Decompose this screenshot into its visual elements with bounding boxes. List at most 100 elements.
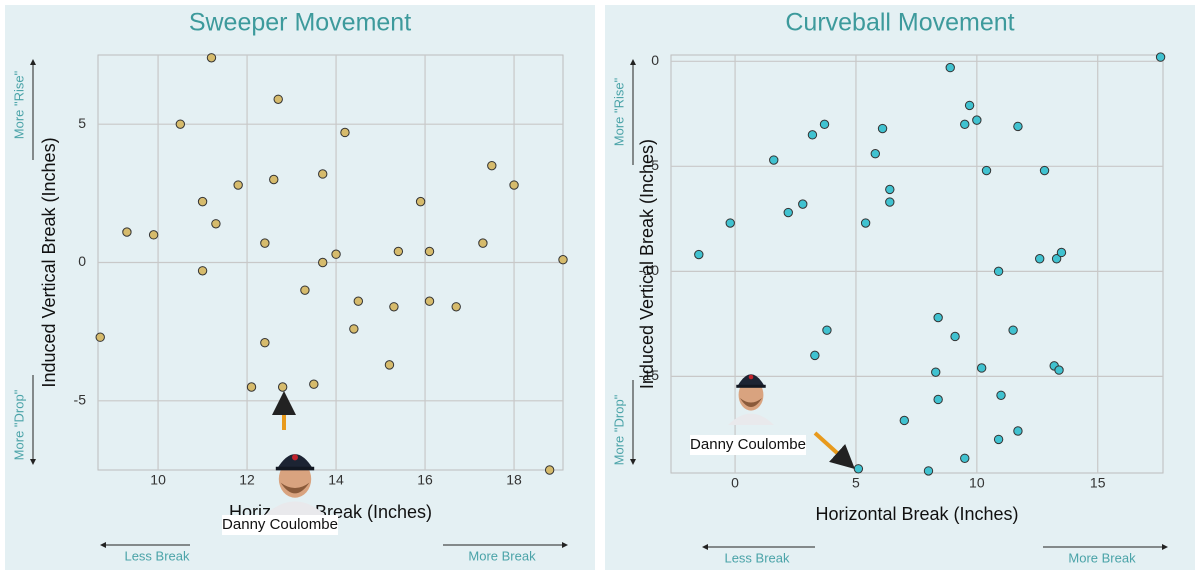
point bbox=[424, 296, 435, 306]
point bbox=[933, 312, 943, 323]
rise-label: More "Rise" bbox=[611, 77, 626, 146]
point bbox=[976, 363, 987, 373]
rise-label: More "Rise" bbox=[11, 70, 26, 139]
point bbox=[487, 160, 497, 171]
point bbox=[309, 379, 319, 389]
photo-cap-brim bbox=[736, 384, 766, 388]
point bbox=[860, 218, 871, 228]
point bbox=[273, 94, 283, 104]
drop-label: More "Drop" bbox=[11, 389, 26, 460]
x-tick-label: 12 bbox=[239, 472, 255, 488]
x-tick-label: 15 bbox=[1090, 475, 1106, 491]
point bbox=[1155, 52, 1166, 62]
point bbox=[260, 338, 270, 348]
point bbox=[798, 199, 808, 209]
point bbox=[885, 197, 895, 207]
chart-title: Sweeper Movement bbox=[189, 9, 411, 37]
y-tick-label: -15 bbox=[639, 367, 659, 383]
x-axis-label: Horizontal Break (Inches) bbox=[815, 504, 1018, 524]
point bbox=[95, 332, 105, 342]
chart-title: Curveball Movement bbox=[785, 9, 1014, 37]
point bbox=[1039, 165, 1050, 176]
panel-background bbox=[605, 5, 1195, 570]
plot-area bbox=[670, 54, 1164, 474]
point bbox=[478, 238, 488, 248]
point bbox=[931, 367, 941, 377]
point bbox=[853, 464, 864, 474]
point bbox=[1008, 325, 1018, 335]
point bbox=[122, 227, 132, 237]
y-tick-label: -5 bbox=[647, 157, 660, 173]
point bbox=[981, 165, 992, 176]
point bbox=[384, 360, 395, 370]
point bbox=[996, 390, 1006, 400]
point bbox=[993, 266, 1004, 277]
point bbox=[964, 100, 975, 111]
point bbox=[424, 246, 435, 257]
point bbox=[197, 196, 208, 207]
point bbox=[349, 324, 359, 334]
point bbox=[260, 238, 270, 248]
point bbox=[340, 127, 350, 138]
x-tick-label: 10 bbox=[969, 475, 985, 491]
point bbox=[246, 382, 257, 392]
point bbox=[899, 415, 910, 426]
point bbox=[558, 255, 568, 265]
point bbox=[1034, 254, 1045, 264]
point bbox=[277, 382, 288, 392]
point bbox=[1013, 121, 1023, 132]
point bbox=[300, 285, 310, 295]
point bbox=[950, 331, 960, 342]
photo-shirt bbox=[265, 501, 325, 515]
point bbox=[694, 249, 704, 260]
y-tick-label: -10 bbox=[639, 262, 659, 278]
x-tick-label: 16 bbox=[417, 472, 433, 488]
x-tick-label: 0 bbox=[731, 475, 739, 491]
chart-panel: 0 5 10 15 -15 -10 -5 0 Curveball Movement Horizon… bbox=[605, 5, 1195, 570]
player-label: Danny Coulombe bbox=[690, 436, 806, 453]
point bbox=[148, 230, 159, 240]
player-label-bg bbox=[222, 515, 338, 535]
point bbox=[393, 246, 404, 257]
point bbox=[783, 207, 793, 218]
point bbox=[1056, 247, 1067, 258]
point bbox=[822, 325, 832, 335]
player-photo bbox=[728, 374, 774, 425]
point bbox=[923, 466, 934, 476]
point bbox=[1051, 254, 1062, 264]
point bbox=[769, 155, 779, 165]
point bbox=[870, 149, 880, 159]
point bbox=[451, 302, 461, 312]
x-tick-label: 14 bbox=[328, 472, 344, 488]
player-label-bg bbox=[690, 435, 806, 455]
less-break-label: Less Break bbox=[124, 548, 190, 563]
y-tick-label: -5 bbox=[74, 392, 87, 408]
point bbox=[1054, 365, 1064, 375]
y-tick-label: 5 bbox=[78, 115, 86, 131]
photo-cap-brim bbox=[275, 466, 315, 471]
point bbox=[960, 453, 970, 463]
point bbox=[211, 219, 221, 229]
point bbox=[933, 394, 943, 405]
point bbox=[353, 296, 364, 306]
photo-cap bbox=[277, 454, 313, 469]
point bbox=[877, 123, 888, 134]
point bbox=[885, 184, 895, 195]
point bbox=[993, 434, 1004, 445]
point bbox=[331, 249, 341, 259]
point bbox=[972, 115, 982, 125]
photo-cap-logo bbox=[292, 454, 298, 461]
point bbox=[819, 119, 830, 130]
point bbox=[318, 257, 328, 268]
player-arrow bbox=[813, 431, 855, 470]
point bbox=[544, 465, 555, 475]
point bbox=[206, 53, 217, 63]
point bbox=[233, 180, 243, 190]
point bbox=[509, 180, 519, 190]
y-tick-label: 0 bbox=[651, 52, 659, 68]
photo-cap bbox=[737, 374, 765, 387]
point bbox=[960, 119, 970, 130]
y-tick-label: 0 bbox=[78, 253, 86, 269]
point bbox=[415, 196, 426, 207]
